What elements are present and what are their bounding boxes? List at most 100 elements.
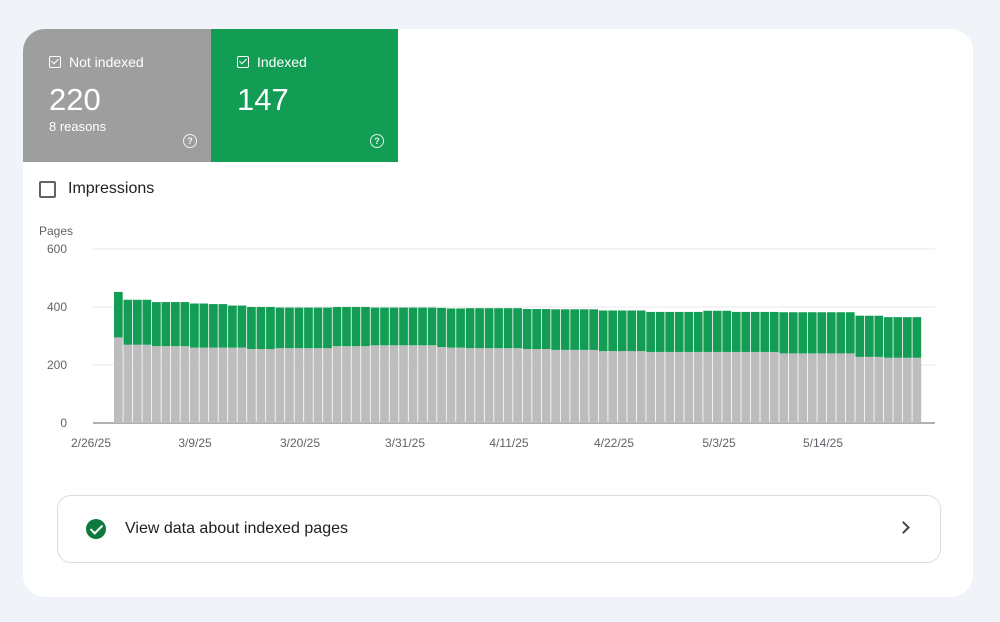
y-tick-label: 0: [60, 416, 67, 430]
bar-indexed: [190, 303, 199, 348]
bar-indexed: [522, 309, 532, 350]
bar-not-indexed: [845, 353, 855, 423]
bar-not-indexed: [361, 346, 370, 423]
not-indexed-count: 220: [49, 82, 101, 117]
bar-indexed: [674, 311, 684, 352]
bar-not-indexed: [560, 349, 570, 423]
checkbox-unchecked-icon[interactable]: [39, 180, 56, 198]
bar-not-indexed: [247, 349, 256, 423]
bar-not-indexed: [114, 337, 123, 423]
bar-not-indexed: [522, 349, 532, 423]
bar-not-indexed: [294, 348, 304, 423]
bar-not-indexed: [883, 357, 893, 423]
bar-not-indexed: [627, 351, 637, 423]
not-indexed-tile[interactable]: Not indexed 220 8 reasons ?: [23, 29, 211, 162]
bar-not-indexed: [304, 348, 313, 423]
indexed-tile[interactable]: Indexed 147 ?: [211, 29, 398, 162]
bar-indexed: [646, 311, 656, 352]
bar-indexed: [636, 310, 646, 352]
bar-indexed: [769, 311, 779, 352]
bar-indexed: [275, 307, 285, 349]
pages-chart: Pages 0 200 400 600 2/26/25 3/9/25 3/20/25 3/31/…: [39, 224, 935, 450]
bar-indexed: [332, 307, 342, 347]
bar-indexed: [589, 309, 598, 350]
bar-not-indexed: [589, 349, 598, 423]
bar-indexed: [152, 302, 161, 347]
checkbox-checked-icon[interactable]: [49, 56, 61, 68]
bar-not-indexed: [722, 351, 732, 423]
bar-indexed: [836, 312, 846, 354]
bar-not-indexed: [693, 351, 703, 423]
bar-indexed: [693, 311, 703, 352]
bar-not-indexed: [456, 347, 465, 423]
bar-indexed: [494, 308, 503, 349]
bar-not-indexed: [551, 349, 560, 423]
bar-indexed: [313, 307, 323, 349]
bar-indexed: [180, 302, 190, 347]
bar-not-indexed: [779, 353, 789, 423]
bar-indexed: [817, 312, 827, 354]
bar-not-indexed: [598, 351, 608, 423]
bar-not-indexed: [636, 351, 646, 423]
indexed-count: 147: [237, 82, 289, 117]
bar-indexed: [902, 317, 912, 358]
bar-indexed: [256, 307, 266, 350]
x-tick-label: 3/31/25: [385, 436, 425, 450]
bar-not-indexed: [380, 345, 389, 423]
view-indexed-data-button[interactable]: View data about indexed pages: [57, 495, 941, 563]
bar-indexed: [883, 317, 893, 358]
bar-indexed: [741, 311, 751, 352]
bar-indexed: [750, 311, 760, 352]
bar-indexed: [418, 307, 427, 346]
bar-not-indexed: [323, 348, 332, 423]
help-circle-icon[interactable]: ?: [183, 134, 197, 148]
chevron-right-icon: [897, 521, 910, 534]
bar-not-indexed: [475, 348, 484, 423]
bar-indexed: [864, 315, 874, 357]
bar-indexed: [912, 317, 922, 358]
bar-not-indexed: [674, 351, 684, 423]
bar-indexed: [874, 315, 884, 357]
bar-not-indexed: [218, 347, 228, 423]
checkbox-checked-icon[interactable]: [237, 56, 249, 68]
bar-indexed: [142, 299, 152, 345]
not-indexed-reasons: 8 reasons: [49, 119, 107, 134]
y-axis-label: Pages: [39, 224, 73, 238]
bar-indexed: [133, 299, 142, 345]
bar-not-indexed: [665, 351, 675, 423]
bar-not-indexed: [893, 357, 903, 423]
bar-not-indexed: [750, 351, 760, 423]
bar-indexed: [893, 317, 903, 358]
bar-not-indexed: [532, 349, 541, 423]
help-circle-icon[interactable]: ?: [370, 134, 384, 148]
bar-not-indexed: [427, 345, 437, 423]
bar-indexed: [123, 299, 133, 345]
bar-not-indexed: [769, 351, 779, 423]
bar-indexed: [380, 307, 389, 346]
impressions-toggle[interactable]: Impressions: [39, 180, 154, 198]
bar-not-indexed: [142, 344, 152, 423]
bar-not-indexed: [266, 349, 275, 423]
bar-indexed: [798, 312, 808, 354]
y-tick-label: 400: [47, 300, 67, 314]
bar-indexed: [456, 308, 465, 348]
bar-not-indexed: [608, 351, 618, 423]
bar-indexed: [722, 310, 732, 352]
bar-not-indexed: [646, 351, 656, 423]
bar-indexed: [579, 309, 589, 350]
bar-indexed: [399, 307, 408, 346]
bar-not-indexed: [712, 351, 722, 423]
bar-indexed: [342, 307, 351, 347]
bar-indexed: [760, 311, 770, 352]
bar-not-indexed: [503, 348, 513, 423]
bar-not-indexed: [389, 345, 399, 423]
bar-not-indexed: [152, 346, 161, 423]
bar-not-indexed: [465, 348, 475, 423]
bar-not-indexed: [161, 346, 171, 423]
bar-not-indexed: [807, 353, 817, 423]
bar-indexed: [228, 305, 237, 348]
bar-indexed: [294, 307, 304, 349]
bar-indexed: [684, 311, 694, 352]
indexed-label: Indexed: [257, 54, 307, 70]
bar-not-indexed: [342, 346, 351, 423]
